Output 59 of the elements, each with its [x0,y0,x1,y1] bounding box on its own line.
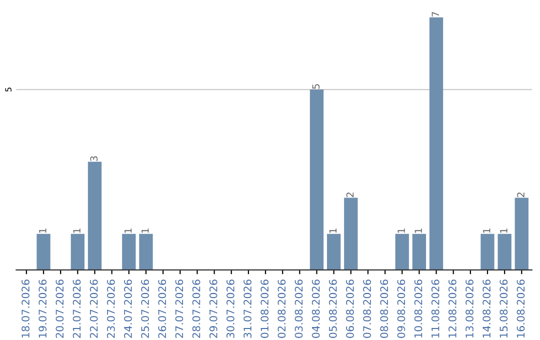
x-tick-label: 13.08.2026 [466,280,474,338]
data-label: 7 [432,12,439,17]
x-tick-label: 11.08.2026 [431,280,440,338]
x-tick-label: 21.07.2026 [72,280,81,338]
data-label: 5 [312,84,320,89]
x-tick-label: 03.08.2026 [294,280,303,338]
x-tick-label: 31.07.2026 [244,280,252,338]
x-tick-label: 10.08.2026 [414,280,422,338]
x-tick-label: 01.08.2026 [260,280,269,338]
x-tick-label: 23.07.2026 [106,280,115,338]
x-tick-label: 30.07.2026 [226,280,234,338]
x-tick-label: 29.07.2026 [209,280,218,338]
x-tick-label: 08.08.2026 [380,280,388,338]
x-tick-label: 02.08.2026 [278,280,286,338]
data-label: 1 [483,228,490,233]
bar [514,198,528,270]
data-label: 1 [329,228,336,233]
x-tick-label: 25.07.2026 [141,280,149,338]
data-label: 2 [517,192,524,198]
x-tick-label: 05.08.2026 [328,280,337,338]
bar [395,234,409,270]
x-tick-label: 18.07.2026 [22,280,30,338]
bar [429,17,444,270]
bar [412,234,426,270]
bar [480,234,494,270]
x-tick-label: 28.07.2026 [192,280,200,338]
x-tick-label: 15.08.2026 [500,280,508,338]
data-label: 1 [414,228,422,233]
bar [139,234,153,270]
bar [498,234,512,270]
bar [310,90,324,270]
data-label: 1 [398,228,405,233]
bar [70,234,85,270]
data-label: 1 [124,228,132,233]
bar [344,198,358,270]
bar [122,234,136,270]
bar [88,162,102,270]
ref-line-label: 5 [5,88,12,92]
x-tick-label: 07.08.2026 [363,280,371,338]
x-tick-label: 06.08.2026 [346,280,354,338]
x-tick-label: 19.07.2026 [38,280,47,338]
x-tick-label: 04.08.2026 [312,280,320,338]
x-tick-label: 12.08.2026 [448,280,456,338]
data-label: 1 [500,228,508,233]
data-label: 1 [73,228,80,233]
data-label: 3 [90,156,98,161]
bar [326,234,341,270]
data-label: 1 [39,228,46,233]
x-tick-label: 26.07.2026 [158,280,166,338]
x-tick-label: 14.08.2026 [482,280,491,338]
x-tick-label: 16.08.2026 [516,280,525,338]
bar [36,234,50,270]
x-tick-label: 24.07.2026 [124,280,132,338]
x-tick-label: 09.08.2026 [397,280,406,338]
data-label: 2 [346,192,354,198]
x-tick-label: 22.07.2026 [90,280,98,338]
x-tick-label: 20.07.2026 [56,280,64,338]
data-label: 1 [142,228,149,233]
x-tick-label: 27.07.2026 [175,280,184,338]
